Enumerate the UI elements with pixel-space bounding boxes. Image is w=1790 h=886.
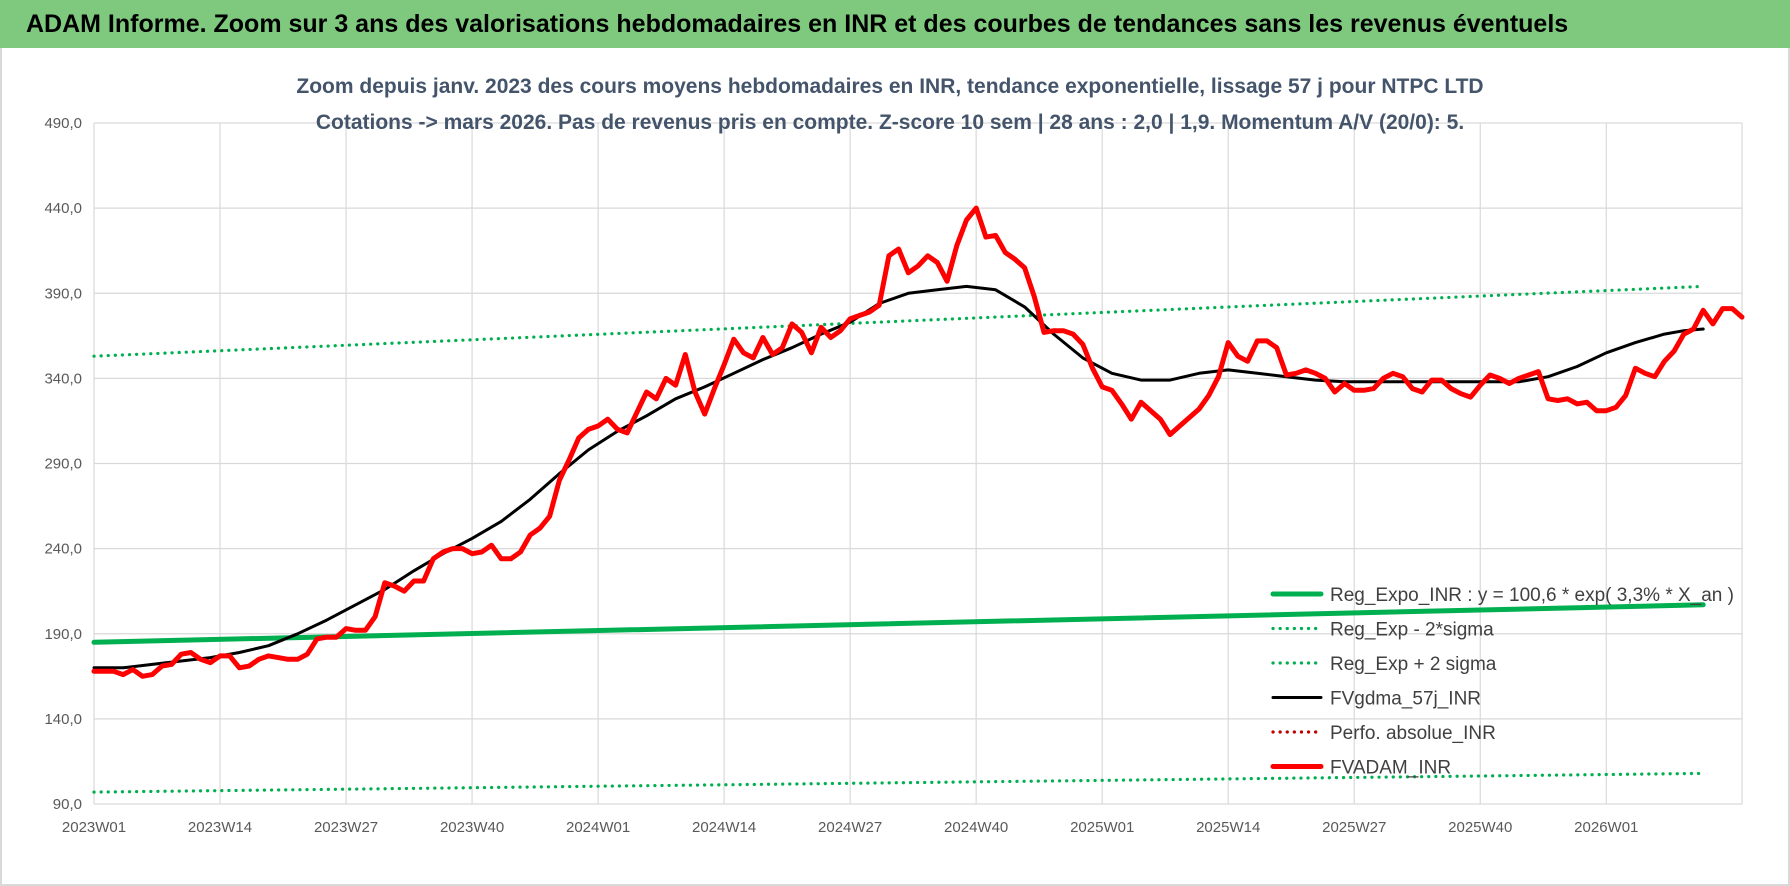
series-line-0 xyxy=(91,602,1706,645)
x-tick-label: 2025W40 xyxy=(1448,819,1512,836)
series-line-1 xyxy=(92,771,1705,794)
legend: Reg_Expo_INR : y = 100,6 * exp( 3,3% * X… xyxy=(1270,585,1734,779)
y-tick-label: 390,0 xyxy=(44,285,82,302)
chart-title-line2: Cotations -> mars 2026. Pas de revenus p… xyxy=(316,111,1464,134)
x-tick-label: 2025W01 xyxy=(1070,819,1134,836)
banner-title: ADAM Informe. Zoom sur 3 ans des valoris… xyxy=(0,0,1790,48)
grid xyxy=(93,122,1743,805)
x-tick-label: 2023W40 xyxy=(440,819,504,836)
x-tick-label: 2024W14 xyxy=(692,819,756,836)
legend-label: FVADAM_INR xyxy=(1330,758,1451,779)
x-tick-label: 2023W27 xyxy=(314,819,378,836)
y-tick-label: 90,0 xyxy=(53,796,82,813)
x-tick-label: 2026W01 xyxy=(1574,819,1638,836)
x-tick-label: 2023W01 xyxy=(62,819,126,836)
y-axis: 90,0 140,0 190,0 240,0 290,0 340,0 390,0 440,0 4… xyxy=(44,115,82,813)
x-axis: 2023W01 2023W14 2023W27 2023W40 2024W01 2024W… xyxy=(62,819,1639,836)
y-tick-label: 340,0 xyxy=(44,370,82,387)
x-tick-label: 2025W27 xyxy=(1322,819,1386,836)
x-tick-label: 2025W14 xyxy=(1196,819,1260,836)
y-tick-label: 290,0 xyxy=(44,456,82,473)
x-tick-label: 2023W14 xyxy=(188,819,252,836)
legend-label: Reg_Exp - 2*sigma xyxy=(1330,620,1494,641)
legend-label: Reg_Expo_INR : y = 100,6 * exp( 3,3% * X… xyxy=(1330,585,1734,606)
y-tick-label: 190,0 xyxy=(44,626,82,643)
legend-label: Perfo. absolue_INR xyxy=(1330,723,1496,744)
chart-title-line1: Zoom depuis janv. 2023 des cours moyens … xyxy=(296,75,1483,98)
x-tick-label: 2024W01 xyxy=(566,819,630,836)
y-tick-label: 490,0 xyxy=(44,115,82,132)
legend-label: FVgdma_57j_INR xyxy=(1330,689,1481,710)
legend-label: Reg_Exp + 2 sigma xyxy=(1330,654,1497,675)
chart-frame xyxy=(0,48,1790,886)
y-tick-label: 140,0 xyxy=(44,711,82,728)
x-tick-label: 2024W40 xyxy=(944,819,1008,836)
series-line-5 xyxy=(91,205,1745,679)
series-line-2 xyxy=(92,284,1705,358)
plot-area xyxy=(91,205,1745,794)
x-tick-label: 2024W27 xyxy=(818,819,882,836)
series-line-3 xyxy=(92,284,1705,670)
y-tick-label: 240,0 xyxy=(44,541,82,558)
y-tick-label: 440,0 xyxy=(44,200,82,217)
